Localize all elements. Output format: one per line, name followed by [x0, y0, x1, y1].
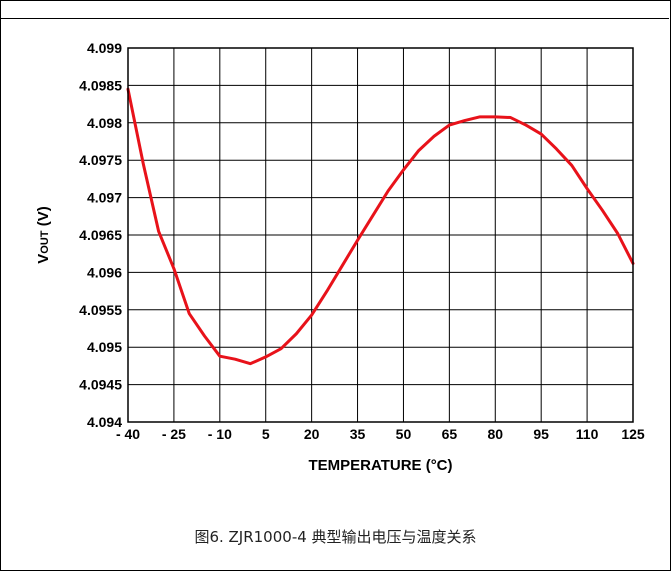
- x-axis-title: TEMPERATURE (°C): [308, 457, 452, 474]
- y-tick-label: 4.096: [87, 264, 122, 280]
- figure-caption: 图6. ZJR1000-4 典型输出电压与温度关系: [194, 528, 477, 546]
- y-axis-title-sub: OUT: [39, 230, 51, 254]
- y-tick-label: 4.099: [87, 40, 122, 56]
- y-tick-label: 4.0965: [79, 227, 122, 243]
- x-tick-label: 5: [262, 426, 270, 442]
- y-tick-labels: 4.094 4.0945 4.095 4.0955 4.096 4.0965 4.097 4.…: [79, 40, 122, 430]
- y-tick-label: 4.095: [87, 339, 122, 355]
- x-tick-label: - 10: [208, 426, 232, 442]
- x-tick-label: 80: [487, 426, 503, 442]
- x-tick-label: 95: [533, 426, 549, 442]
- y-tick-label: 4.0985: [79, 77, 122, 93]
- y-tick-label: 4.094: [87, 414, 122, 430]
- x-tick-label: 50: [396, 426, 412, 442]
- series-layer: [126, 87, 635, 366]
- y-tick-label: 4.098: [87, 115, 122, 131]
- y-tick-label: 4.097: [87, 190, 122, 206]
- top-rule: [0, 18, 669, 19]
- plot-border: [127, 47, 634, 423]
- grid: [127, 47, 634, 423]
- y-tick-label: 4.0945: [79, 377, 122, 393]
- y-axis-title: VOUT (V): [35, 206, 52, 263]
- x-tick-label: 20: [304, 426, 320, 442]
- x-tick-labels: - 40 - 25 - 10 5 20 35 50 65 80 95 110 125: [116, 426, 645, 442]
- x-tick-label: 110: [576, 426, 599, 442]
- x-tick-label: - 40: [116, 426, 140, 442]
- vout-series-line: [126, 87, 635, 366]
- x-tick-label: 35: [350, 426, 366, 442]
- x-tick-label: 65: [442, 426, 458, 442]
- y-axis-title-unit: (V): [35, 206, 52, 230]
- y-tick-label: 4.0955: [79, 302, 122, 318]
- x-tick-label: - 25: [162, 426, 186, 442]
- y-axis-title-main: V: [35, 254, 52, 264]
- y-tick-label: 4.0975: [79, 152, 122, 168]
- x-tick-label: 125: [621, 426, 645, 442]
